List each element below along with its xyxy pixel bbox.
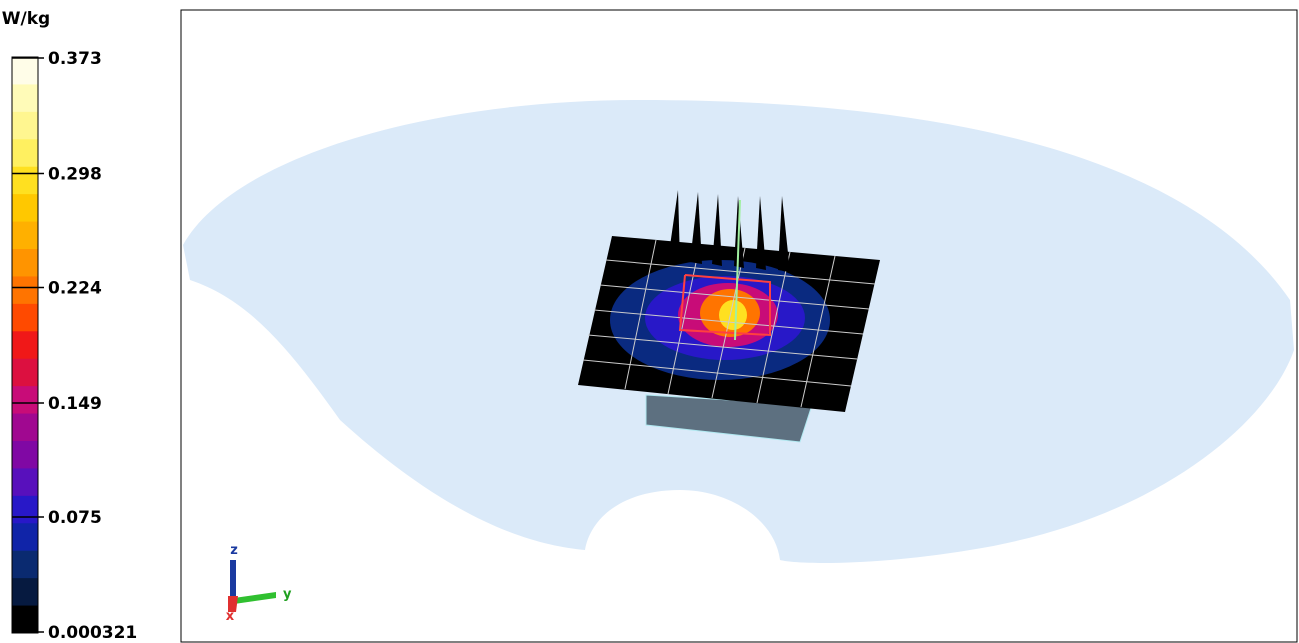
colorbar-band	[12, 523, 38, 552]
colorbar: 0.373 0.298 0.224 0.149 0.075 0.000321	[11, 49, 137, 643]
axis-label-z: z	[230, 543, 238, 558]
colorbar-band	[12, 331, 38, 360]
colorbar-tick-label: 0.373	[48, 49, 102, 69]
colorbar-band	[12, 139, 38, 168]
colorbar-tick-label: 0.000321	[48, 623, 137, 643]
colorbar-band	[12, 413, 38, 442]
colorbar-band	[12, 249, 38, 277]
colorbar-band	[12, 276, 38, 305]
sar-hotspot	[719, 300, 747, 330]
colorbar-band	[12, 578, 38, 607]
colorbar-band	[12, 303, 38, 332]
colorbar-band	[12, 221, 38, 250]
colorbar-band	[12, 468, 38, 497]
colorbar-band	[12, 550, 38, 579]
colorbar-band	[12, 386, 38, 415]
colorbar-tick-label: 0.075	[48, 508, 102, 528]
colorbar-band	[12, 84, 38, 113]
axes-triad: z y x	[226, 543, 292, 624]
colorbar-band	[12, 358, 38, 387]
colorbar-frame	[11, 56, 39, 634]
probe	[734, 199, 741, 341]
scan-grid	[582, 239, 876, 408]
colorbar-tick-label: 0.149	[48, 394, 102, 414]
colorbar-tick-label: 0.298	[48, 165, 102, 185]
colorbar-band	[12, 605, 38, 634]
colorbar-band	[12, 194, 38, 223]
colorbar-band	[12, 441, 38, 469]
zoom-box	[678, 274, 771, 337]
colorbar-band	[12, 57, 38, 85]
axis-label-x: x	[226, 609, 235, 624]
axis-label-y: y	[283, 587, 292, 602]
colorbar-band	[12, 111, 38, 140]
colorbar-band	[12, 495, 38, 524]
colorbar-band	[12, 166, 38, 195]
colorbar-unit: W/kg	[2, 9, 50, 29]
colorbar-tick-label: 0.224	[48, 278, 102, 298]
